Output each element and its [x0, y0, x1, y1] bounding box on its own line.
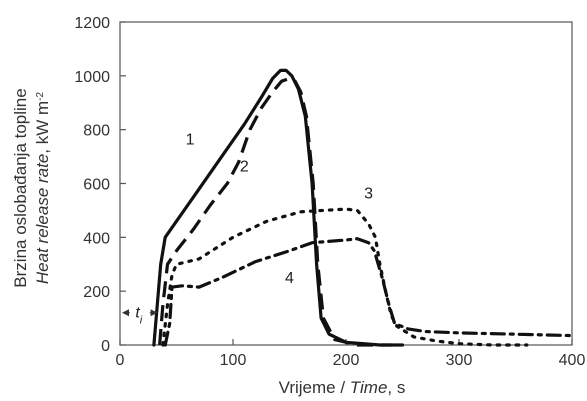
ti-label: ti — [135, 305, 142, 327]
x-tick-label: 200 — [333, 352, 360, 369]
series-line-2 — [158, 76, 392, 347]
ti-label-backdrop — [129, 300, 150, 323]
x-axis-title: Vrijeme / Time, s — [279, 378, 406, 397]
plot-border — [119, 21, 573, 346]
x-tick-label: 100 — [220, 352, 247, 369]
x-tick-label: 0 — [116, 352, 125, 369]
plot-area — [119, 21, 573, 346]
series-labels: 1 2 3 4 — [186, 131, 374, 287]
y-tick-label: 600 — [83, 177, 110, 194]
ti-arrow-right-head — [150, 309, 158, 317]
y-tick-label: 800 — [83, 123, 110, 140]
series-label-2: 2 — [240, 158, 249, 175]
x-axis-ticks: 0 100 200 300 400 — [116, 339, 586, 369]
y-tick-label: 400 — [83, 230, 110, 247]
x-tick-label: 400 — [559, 352, 586, 369]
y-tick-label: 1200 — [74, 15, 110, 32]
y-tick-label: 0 — [101, 338, 110, 355]
series-label-1: 1 — [186, 131, 195, 148]
y-tick-label: 200 — [83, 284, 110, 301]
series-line-3 — [161, 207, 529, 347]
y-tick-label: 1000 — [74, 69, 110, 86]
series-label-4: 4 — [285, 270, 294, 287]
series-label-3: 3 — [364, 185, 373, 202]
x-tick-label: 300 — [446, 352, 473, 369]
ti-arrow-left-head — [122, 309, 129, 317]
y-axis-title-line1: Brzina oslobađanja topline — [11, 88, 30, 287]
series-line-1 — [152, 68, 405, 347]
y-axis-title-line2: Heat release rate, kW m-2 — [33, 91, 52, 284]
series-lines — [152, 68, 574, 347]
ti-annotation: ti — [122, 300, 158, 327]
y-axis-ticks: 0 200 400 600 800 1000 1200 — [74, 15, 126, 355]
series-line-4 — [163, 237, 574, 347]
